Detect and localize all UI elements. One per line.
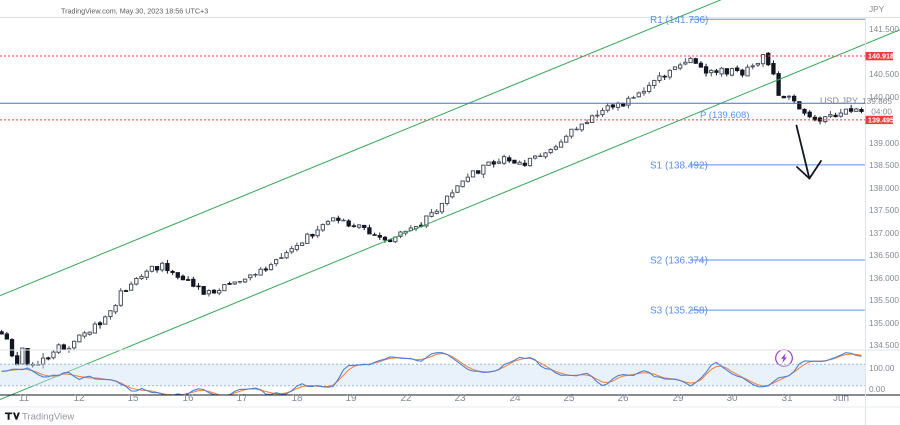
svg-text:17: 17 <box>236 393 248 404</box>
svg-text:31: 31 <box>781 393 793 404</box>
svg-text:26: 26 <box>617 393 629 404</box>
svg-text:134.500: 134.500 <box>869 340 899 350</box>
svg-text:29: 29 <box>672 393 684 404</box>
svg-text:18: 18 <box>291 393 303 404</box>
svg-text:139.000: 139.000 <box>869 138 899 148</box>
svg-text:04:00: 04:00 <box>871 107 892 117</box>
svg-text:139.495: 139.495 <box>868 115 894 124</box>
svg-text:24: 24 <box>509 393 521 404</box>
svg-text:11: 11 <box>19 393 30 404</box>
svg-text:22: 22 <box>400 393 412 404</box>
svg-text:USD.JPY: USD.JPY <box>820 96 858 106</box>
svg-text:25: 25 <box>563 393 575 404</box>
svg-text:16: 16 <box>182 393 194 404</box>
svg-text:138.500: 138.500 <box>869 160 899 170</box>
svg-text:135.000: 135.000 <box>869 318 899 328</box>
svg-text:TradingView: TradingView <box>22 411 74 422</box>
svg-text:137.500: 137.500 <box>869 205 899 215</box>
svg-text:30: 30 <box>726 393 738 404</box>
svg-text:136.500: 136.500 <box>869 250 899 260</box>
svg-text:Jun: Jun <box>833 393 849 404</box>
svg-text:138.000: 138.000 <box>869 183 899 193</box>
svg-text:12: 12 <box>73 393 85 404</box>
svg-text:141.500: 141.500 <box>869 24 899 34</box>
svg-text:140.500: 140.500 <box>869 69 899 79</box>
svg-text:JPY: JPY <box>869 4 885 14</box>
svg-text:19: 19 <box>345 393 357 404</box>
svg-text:S3 (135.258): S3 (135.258) <box>650 306 708 317</box>
svg-text:S2 (136.374): S2 (136.374) <box>650 256 708 267</box>
svg-text:0.00: 0.00 <box>869 384 886 394</box>
svg-text:15: 15 <box>127 393 139 404</box>
svg-text:140.918: 140.918 <box>868 52 894 61</box>
svg-text:136.000: 136.000 <box>869 273 899 283</box>
svg-text:139.865: 139.865 <box>862 96 892 106</box>
svg-text:R1 (141.736): R1 (141.736) <box>650 15 708 26</box>
svg-text:S1 (138.492): S1 (138.492) <box>650 161 708 172</box>
svg-text:137.000: 137.000 <box>869 228 899 238</box>
svg-text:P (139.608): P (139.608) <box>700 110 749 121</box>
svg-text:TradingView.com, May 30, 2023: TradingView.com, May 30, 2023 18:56 UTC+… <box>61 7 208 16</box>
svg-text:100.00: 100.00 <box>869 363 895 373</box>
svg-text:23: 23 <box>454 393 466 404</box>
svg-text:135.500: 135.500 <box>869 295 899 305</box>
